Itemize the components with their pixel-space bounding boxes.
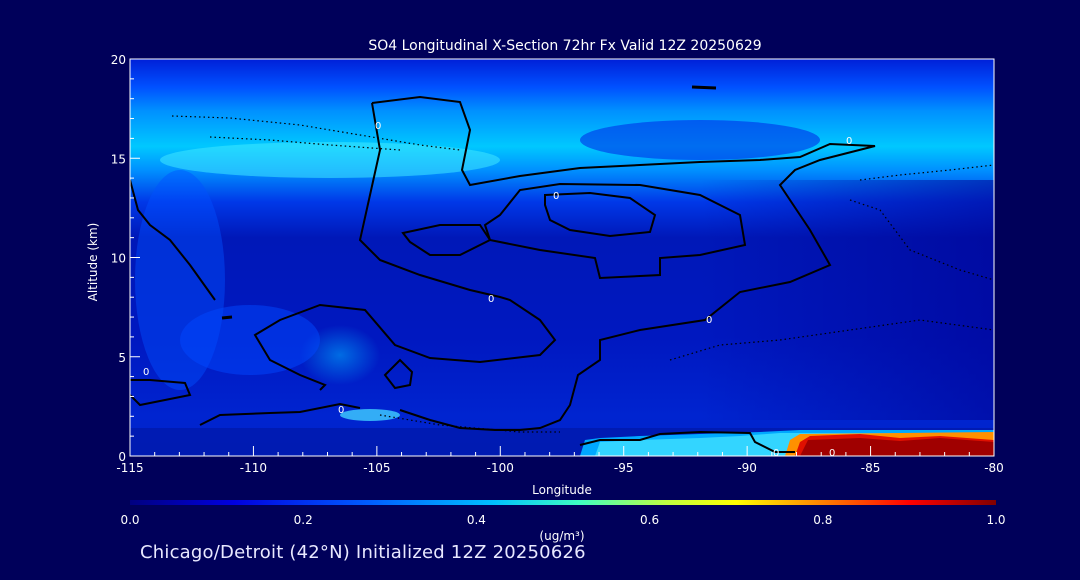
contour-small-loop	[383, 358, 414, 390]
x-tick-label: -115	[116, 461, 143, 475]
x-tick-label: -80	[984, 461, 1004, 475]
plume-mid-low-2	[180, 305, 320, 375]
x-axis: -115 -110 -105 -100 -95 -90 -85 -80	[116, 446, 1004, 475]
contour-label: 0	[143, 367, 149, 378]
contour-label: 0	[488, 294, 494, 305]
contour-label: 0	[773, 448, 779, 459]
y-tick-label: 0	[118, 450, 126, 464]
x-tick-label: -95	[614, 461, 634, 475]
contour-west-edge	[130, 179, 216, 301]
footer-caption: Chicago/Detroit (42°N) Initialized 12Z 2…	[140, 542, 586, 563]
colorbar-tick-label: 0.2	[294, 513, 313, 527]
contour-mid-left	[401, 224, 492, 256]
dotted-contours	[171, 115, 994, 433]
contour-center-ring	[544, 191, 657, 238]
contour-label: 0	[829, 448, 835, 459]
contour-label: 0	[706, 315, 712, 326]
dotted-upper-west-2	[209, 136, 401, 151]
colorbar-tick-label: 0.0	[120, 513, 139, 527]
x-tick-label: -100	[487, 461, 514, 475]
contour-lines	[130, 85, 876, 453]
dotted-east-mid	[669, 319, 994, 361]
x-tick-label: -85	[861, 461, 881, 475]
chart-title: SO4 Longitudinal X-Section 72hr Fx Valid…	[368, 38, 761, 54]
contour-upper-envelope	[371, 95, 876, 431]
colorbar-label: (ug/m³)	[539, 529, 584, 543]
colorbar-tick-label: 0.6	[640, 513, 659, 527]
colorbar-gradient	[130, 500, 996, 505]
x-axis-label: Longitude	[532, 483, 592, 497]
dotted-east-low	[849, 199, 994, 281]
contour-label: 0	[375, 121, 381, 132]
contour-label: 0	[338, 405, 344, 416]
y-tick-label: 5	[118, 351, 126, 365]
contour-label: 0	[553, 191, 559, 202]
colorbar-tick-label: 0.4	[467, 513, 486, 527]
contour-left-box	[130, 379, 192, 407]
colorbar-tick-label: 0.8	[813, 513, 832, 527]
contour-top-streak	[691, 85, 717, 90]
plume-bright-upper	[160, 142, 500, 178]
colorbar-tick-label: 1.0	[986, 513, 1005, 527]
x-tick-label: -110	[240, 461, 267, 475]
contour-label: 0	[846, 136, 852, 147]
contour-center-outer	[483, 182, 747, 280]
heatmap-field: 0 0 0 0 0 0 0 0 0	[130, 59, 994, 459]
colorbar: 0.0 0.2 0.4 0.6 0.8 1.0 (ug/m³)	[120, 500, 1006, 543]
contour-tiny	[221, 315, 233, 320]
y-tick-label: 15	[111, 152, 126, 166]
surface-plume-darkred	[800, 438, 994, 456]
y-axis: 0 5 10 15 20	[111, 53, 140, 464]
dotted-upper-west	[171, 115, 461, 151]
x-tick-label: -105	[363, 461, 390, 475]
contour-labels: 0 0 0 0 0 0 0 0 0	[143, 121, 852, 459]
y-tick-label: 10	[111, 252, 126, 266]
dotted-east	[859, 164, 994, 181]
field-east-shade	[700, 180, 994, 420]
y-tick-label: 20	[111, 53, 126, 67]
contour-surface	[579, 430, 795, 453]
contour-bottom-west	[199, 402, 361, 426]
colorbar-ticks: 0.0 0.2 0.4 0.6 0.8 1.0	[120, 513, 1005, 527]
x-tick-label: -90	[737, 461, 757, 475]
y-axis-label: Altitude (km)	[86, 223, 100, 302]
plume-dark-pocket-upper	[580, 120, 820, 160]
contour-upper-west	[253, 102, 557, 391]
plume-streak	[340, 409, 400, 421]
